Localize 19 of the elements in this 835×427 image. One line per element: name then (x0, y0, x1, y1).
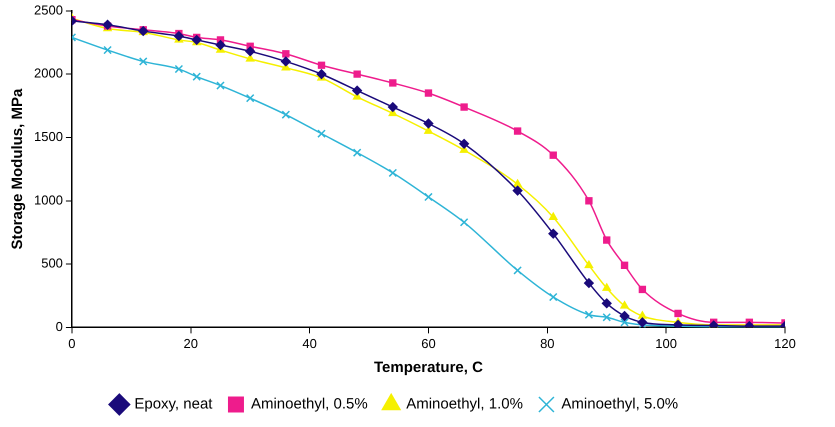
x-tick-label: 0 (68, 336, 76, 351)
y-tick-label: 2500 (34, 2, 63, 18)
y-tick-label: 2000 (34, 66, 63, 81)
y-tick-label: 1500 (34, 129, 63, 144)
x-tick-label: 20 (184, 336, 198, 351)
x-tick-label: 80 (540, 336, 555, 351)
x-tick-label: 60 (421, 336, 436, 351)
legend-label: Aminoethyl, 5.0% (561, 396, 678, 413)
y-tick-label: 1000 (34, 192, 63, 208)
legend-label: Aminoethyl, 1.0% (406, 396, 523, 413)
y-tick-label: 0 (56, 318, 63, 334)
x-tick-label: 40 (302, 336, 317, 351)
x-tick-label: 120 (774, 336, 796, 351)
x-tick-label: 100 (655, 336, 678, 351)
legend-label: Epoxy, neat (134, 396, 214, 413)
y-tick-label: 500 (41, 256, 63, 271)
x-axis-title: Temperature, C (374, 359, 484, 376)
y-axis-title: Storage Modulus, MPa (9, 88, 26, 250)
legend-label: Aminoethyl, 0.5% (250, 396, 368, 413)
